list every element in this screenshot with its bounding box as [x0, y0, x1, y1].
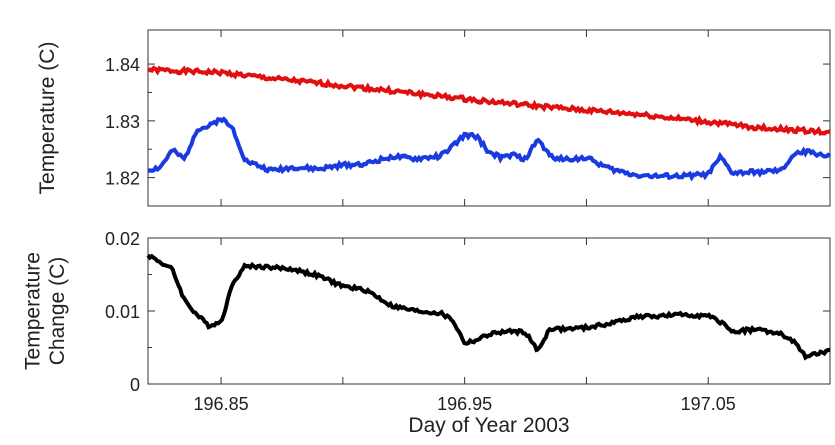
- series-line: [147, 254, 831, 358]
- x-tick-label: 196.85: [194, 394, 249, 414]
- y-tick-label: 0: [130, 375, 140, 395]
- bottom-plot-frame: [147, 237, 831, 385]
- series-line: [147, 69, 831, 133]
- top-plot-frame: [147, 29, 831, 207]
- y-tick-label: 1.83: [105, 112, 140, 132]
- series-trace: [147, 116, 832, 182]
- y-tick-label: 0.02: [105, 229, 140, 249]
- bottom-x-ticks: 196.85 196.95 197.05: [194, 238, 736, 414]
- bottom-y-ticks: 0 0.01 0.02: [105, 229, 830, 395]
- series-trace: [146, 253, 831, 361]
- x-axis-label: Day of Year 2003: [408, 414, 569, 437]
- bottom-y-axis-label: TemperatureChange (C): [22, 252, 69, 370]
- top-x-ticks: [220, 30, 709, 206]
- series-line: [147, 117, 831, 178]
- top-series: [146, 65, 832, 182]
- series-0: [146, 253, 831, 361]
- x-tick-label: 196.95: [437, 394, 492, 414]
- bottom-y-label-line1: Temperature: [22, 252, 45, 370]
- top-y-ticks: 1.82 1.83 1.84: [105, 55, 830, 189]
- bottom-panel: 0 0.01 0.02 196.85 196.95 197.05 Temperature…: [22, 229, 831, 437]
- bottom-series: [146, 253, 831, 361]
- top-y-axis-label: Temperature (C): [36, 42, 59, 195]
- top-panel: 1.82 1.83 1.84 Temperature (C): [36, 29, 832, 207]
- y-tick-label: 1.82: [105, 169, 140, 189]
- series-1: [147, 116, 832, 182]
- series-0: [146, 65, 831, 136]
- x-tick-label: 197.05: [681, 394, 736, 414]
- y-tick-label: 0.01: [105, 302, 140, 322]
- bottom-y-label-line2: Change (C): [46, 257, 69, 366]
- y-tick-label: 1.84: [105, 55, 140, 75]
